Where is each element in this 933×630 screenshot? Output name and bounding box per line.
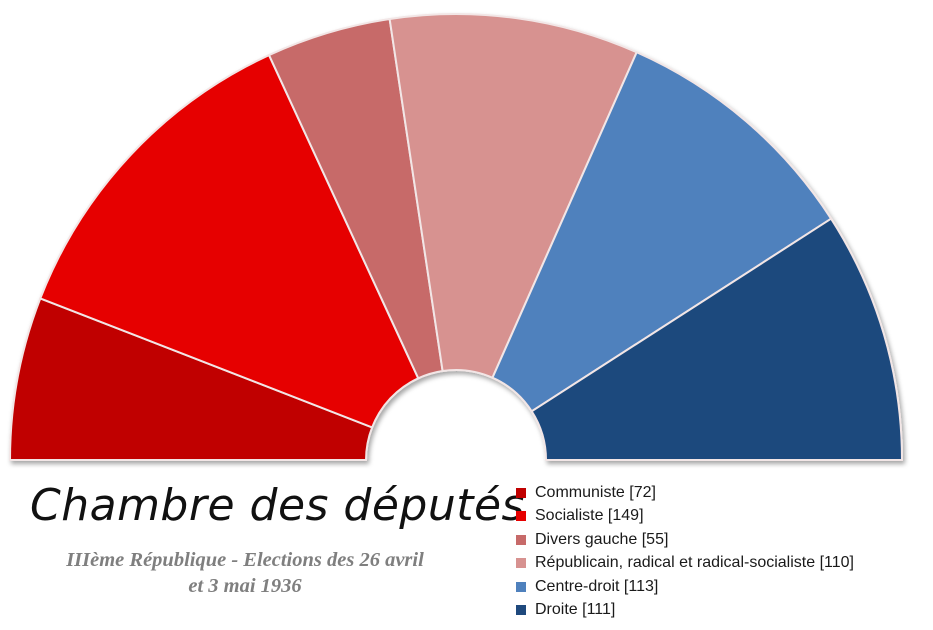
slice-socialiste bbox=[39, 53, 420, 429]
legend-swatch-socialiste bbox=[516, 511, 526, 522]
legend-swatch-republicain bbox=[516, 558, 526, 569]
legend-swatch-droite bbox=[516, 605, 526, 616]
legend-item-divers-gauche: Divers gauche [55] bbox=[516, 528, 854, 552]
legend-label-communiste: Communiste [72] bbox=[535, 483, 656, 501]
hemicycle-slices bbox=[8, 13, 904, 461]
legend-item-communiste: Communiste [72] bbox=[516, 481, 854, 505]
subtitle-line-2: et 3 mai 1936 bbox=[188, 575, 302, 597]
legend: Communiste [72] Socialiste [149] Divers … bbox=[516, 481, 854, 622]
legend-label-droite: Droite [111] bbox=[535, 601, 616, 619]
chart-title: Chambre des députés bbox=[30, 480, 525, 531]
legend-item-socialiste: Socialiste [149] bbox=[516, 505, 854, 529]
legend-item-republicain: Républicain, radical et radical-socialis… bbox=[516, 552, 854, 576]
chart-subtitle: IIIème République - Elections des 26 avr… bbox=[20, 547, 470, 599]
legend-swatch-divers-gauche bbox=[516, 534, 526, 545]
legend-label-republicain: Républicain, radical et radical-socialis… bbox=[535, 554, 854, 572]
legend-label-socialiste: Socialiste [149] bbox=[535, 507, 644, 525]
legend-swatch-communiste bbox=[516, 487, 526, 498]
legend-item-centre-droit: Centre-droit [113] bbox=[516, 575, 854, 599]
slice-r-publicain-radical-et-radical-socialiste bbox=[388, 13, 639, 380]
slice-droite bbox=[530, 217, 904, 461]
subtitle-line-1: IIIème République - Elections des 26 avr… bbox=[66, 549, 424, 571]
slice-communiste bbox=[8, 297, 374, 461]
legend-swatch-centre-droit bbox=[516, 581, 526, 592]
legend-label-centre-droit: Centre-droit [113] bbox=[535, 577, 659, 595]
legend-label-divers-gauche: Divers gauche [55] bbox=[535, 530, 669, 548]
legend-item-droite: Droite [111] bbox=[516, 599, 854, 623]
slice-centre-droit bbox=[491, 50, 833, 413]
hemicycle-chart bbox=[8, 13, 904, 461]
